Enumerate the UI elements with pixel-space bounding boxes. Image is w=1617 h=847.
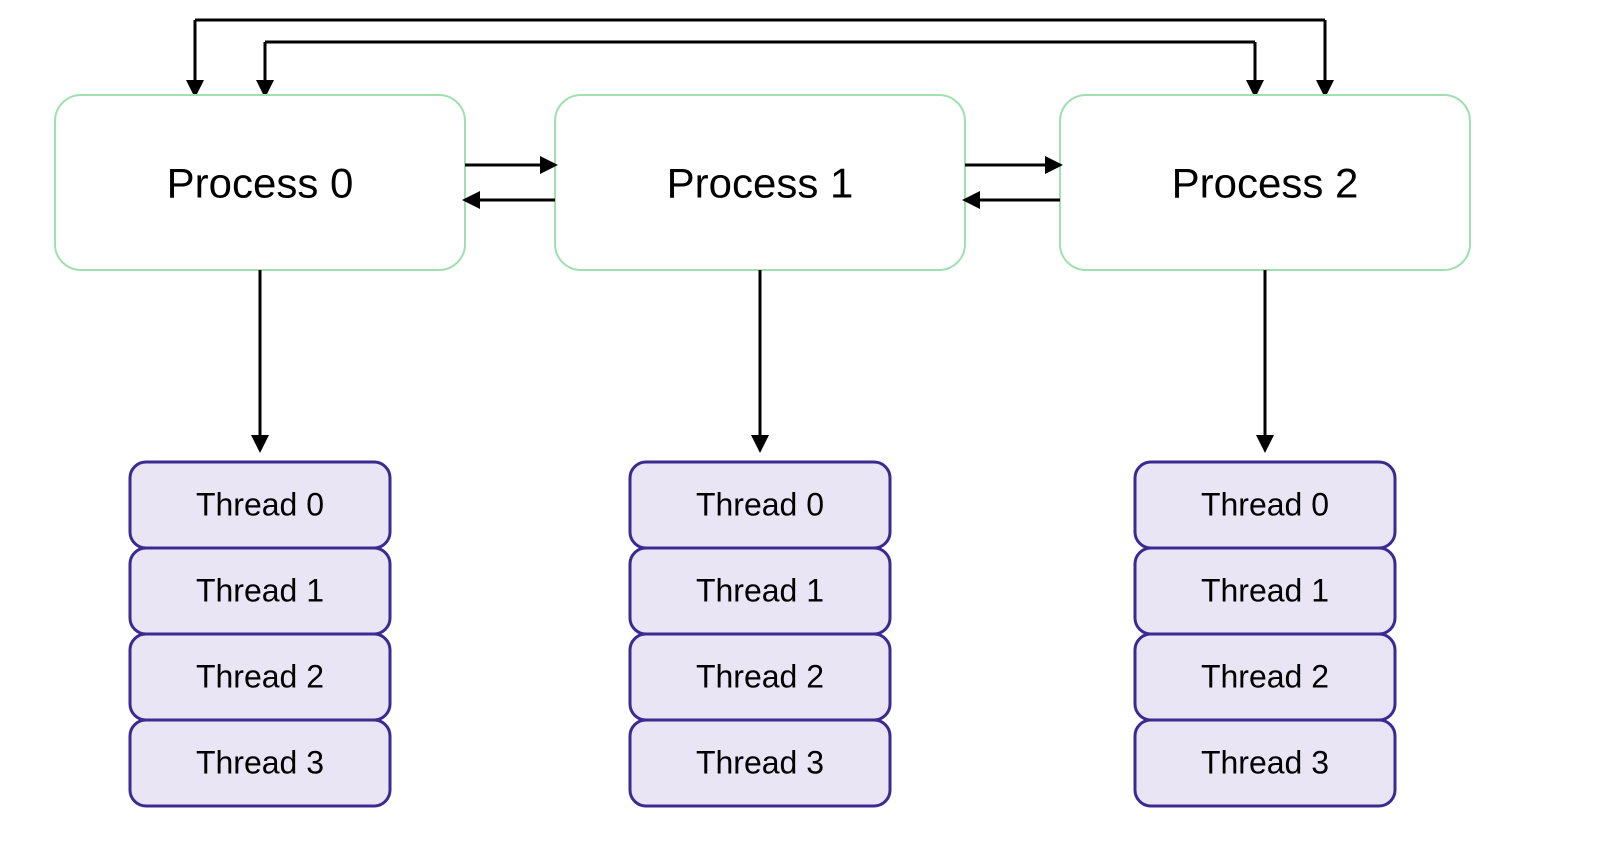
process-label-1: Process 1 <box>667 160 854 207</box>
process-thread-diagram: Process 0 Process 1 Process 2 Thread 0 Threa… <box>0 0 1617 847</box>
thread-label-2-1: Thread 1 <box>1201 572 1329 608</box>
thread-label-2-2: Thread 2 <box>1201 658 1329 694</box>
process-label-0: Process 0 <box>167 160 354 207</box>
thread-label-0-0: Thread 0 <box>196 486 324 522</box>
thread-label-1-0: Thread 0 <box>696 486 824 522</box>
thread-label-1-2: Thread 2 <box>696 658 824 694</box>
process-label-2: Process 2 <box>1172 160 1359 207</box>
thread-label-0-2: Thread 2 <box>196 658 324 694</box>
thread-label-2-3: Thread 3 <box>1201 744 1329 780</box>
thread-label-1-3: Thread 3 <box>696 744 824 780</box>
thread-label-0-1: Thread 1 <box>196 572 324 608</box>
thread-label-1-1: Thread 1 <box>696 572 824 608</box>
thread-label-2-0: Thread 0 <box>1201 486 1329 522</box>
thread-label-0-3: Thread 3 <box>196 744 324 780</box>
